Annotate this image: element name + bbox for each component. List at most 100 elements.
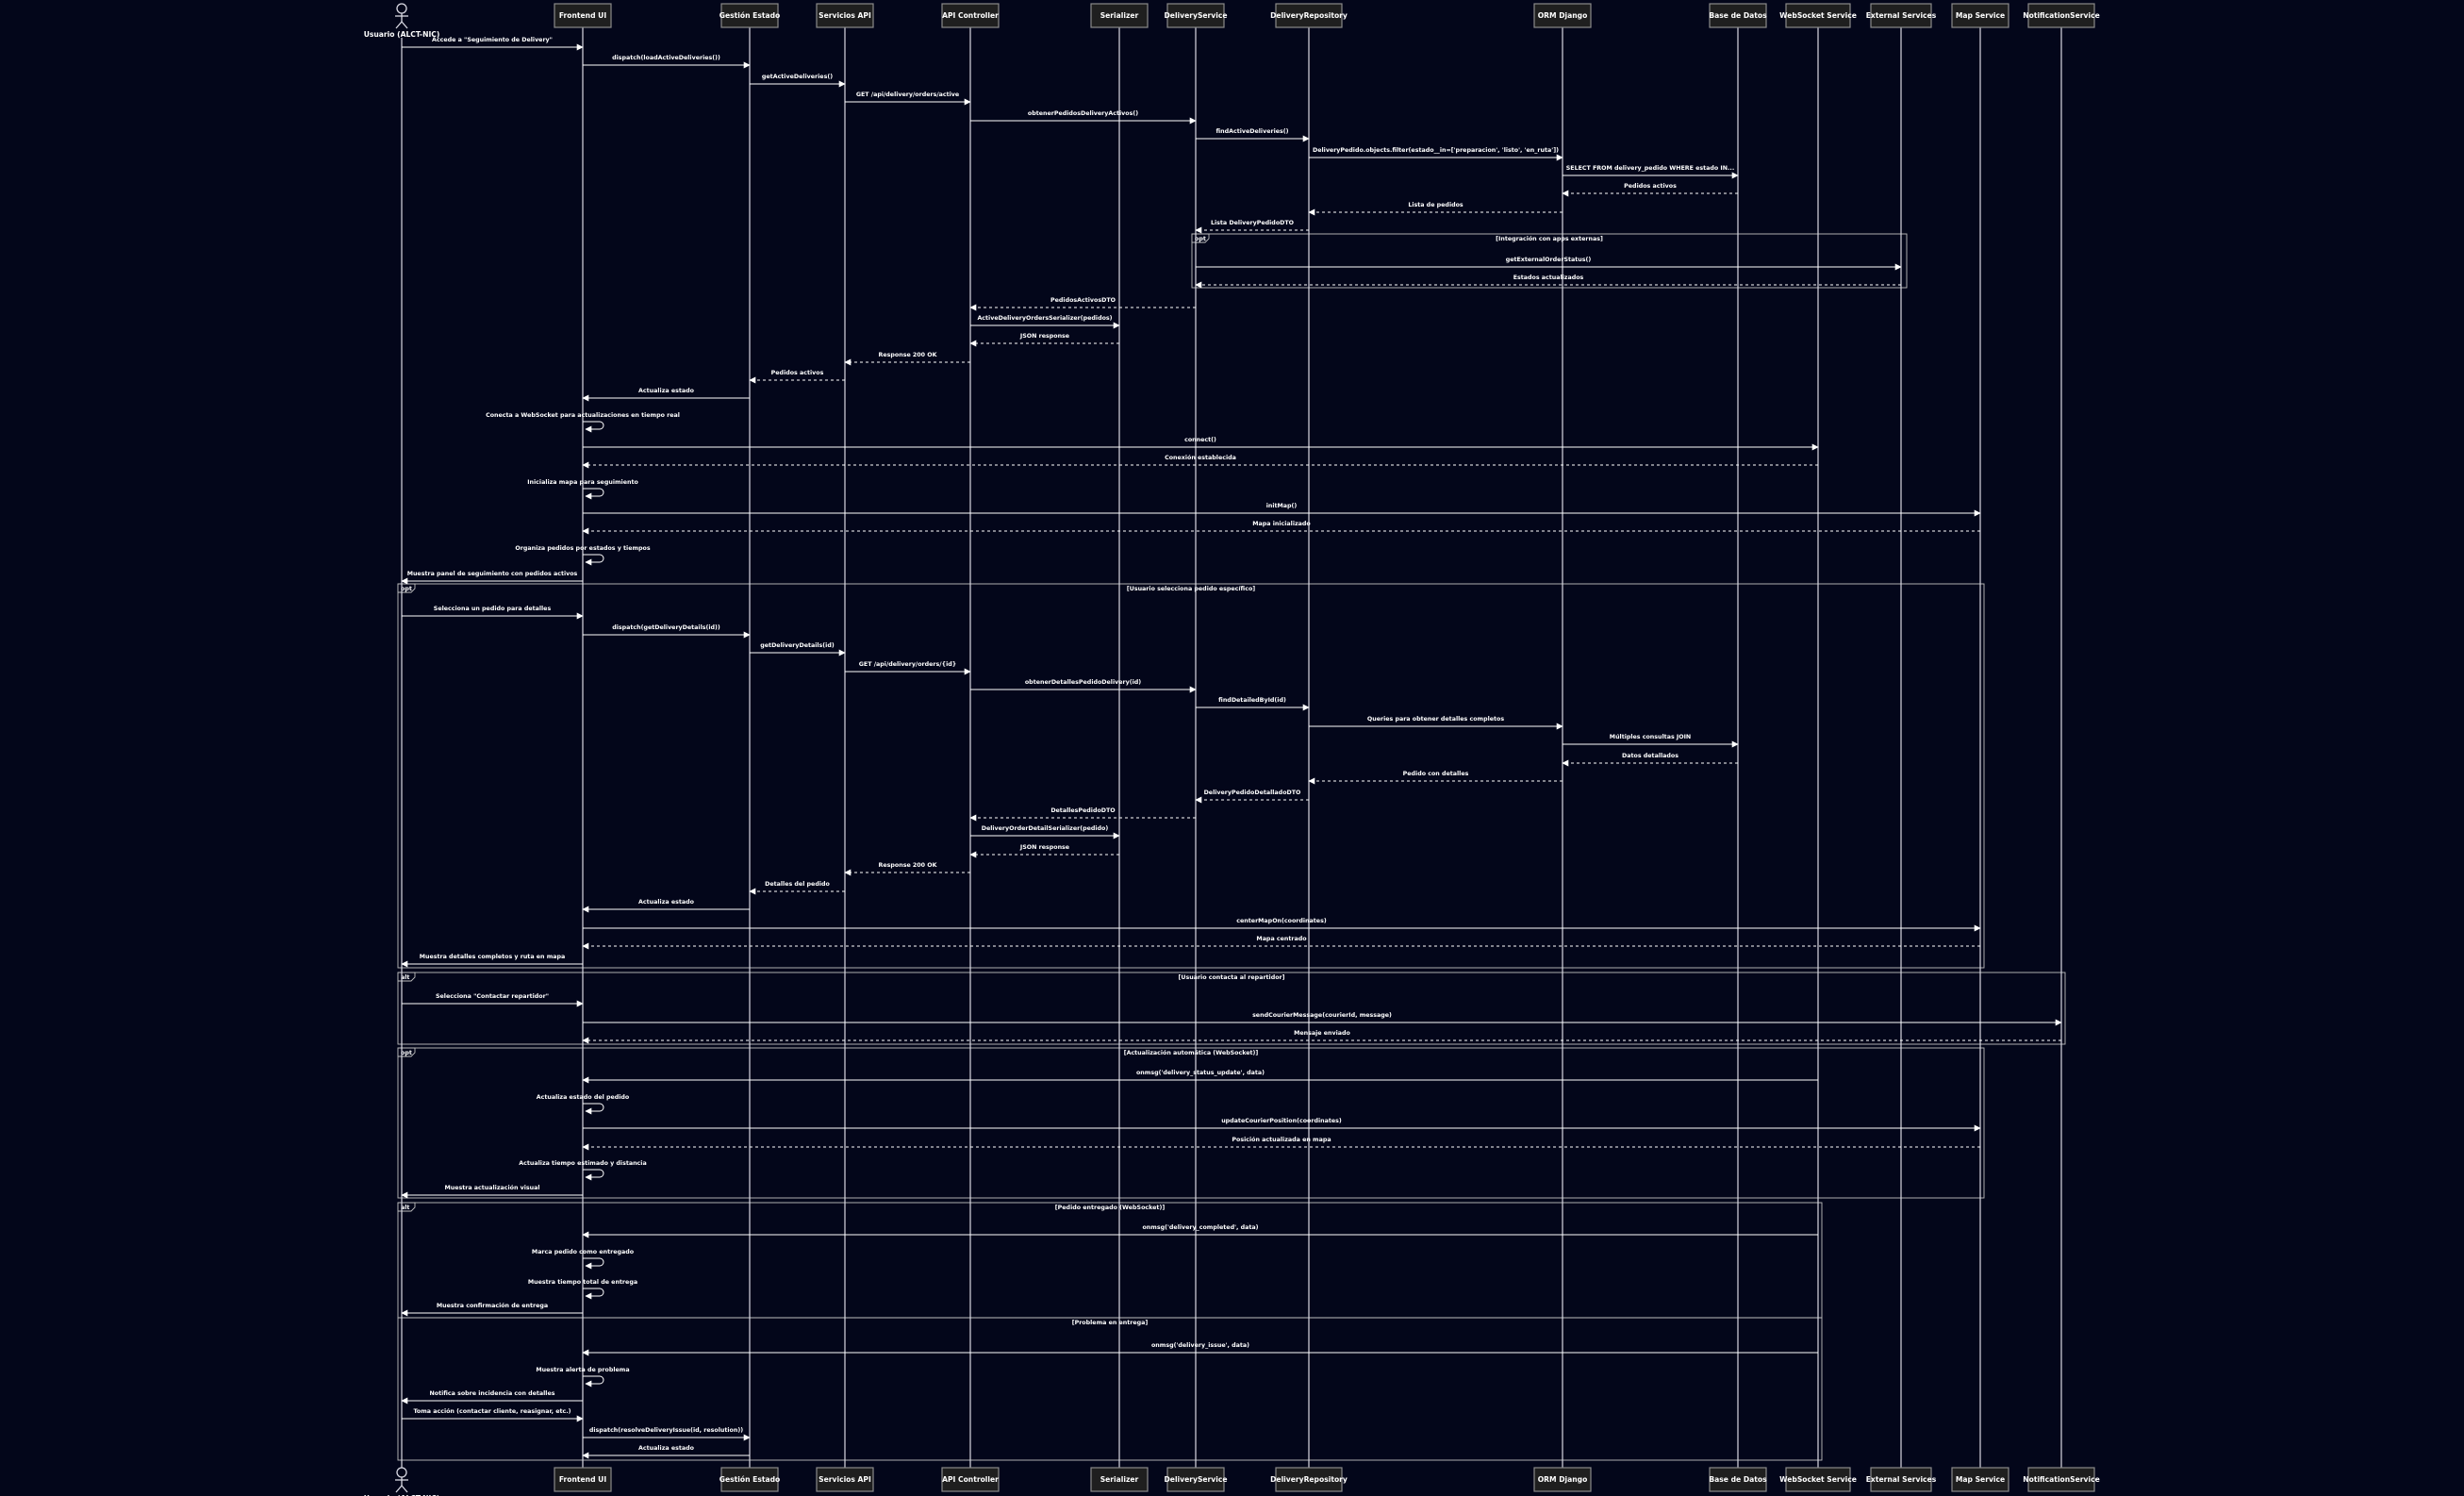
message: onmsg('delivery_issue', data) — [582, 1342, 1818, 1356]
message-label: dispatch(getDeliveryDetails(id)) — [612, 624, 720, 631]
participant-box — [816, 3, 874, 28]
message-label: centerMapOn(coordinates) — [1236, 918, 1327, 924]
fragment-tag-label: alt — [401, 974, 409, 981]
message-label: onmsg('delivery_issue', data) — [1151, 1342, 1249, 1349]
message-label: Detalles del pedido — [765, 881, 830, 888]
participant-label: ORM Django — [1538, 1475, 1588, 1484]
message-label: Selecciona "Contactar repartidor" — [436, 993, 549, 1000]
participant-box — [2027, 1467, 2095, 1492]
participant-box — [941, 1467, 1000, 1492]
message-label: Posición actualizada en mapa — [1232, 1136, 1331, 1143]
message-label: GET /api/delivery/orders/{id} — [859, 661, 956, 668]
participant-ge-bottom: Gestión Estado — [719, 1467, 781, 1492]
message-label: Actualiza tiempo estimado y distancia — [519, 1160, 646, 1167]
message: Pedidos activos — [1562, 183, 1738, 197]
message-label: Conecta a WebSocket para actualizaciones… — [486, 412, 680, 419]
message: Datos detallados — [1562, 753, 1738, 767]
participant-box — [720, 3, 779, 28]
fragment-frame — [397, 1047, 1985, 1199]
message-label: findDetailedById(id) — [1218, 697, 1286, 704]
message: PedidosActivosDTO — [969, 297, 1196, 311]
message: Actualiza tiempo estimado y distancia — [519, 1160, 647, 1181]
message-label: Muestra tiempo total de entrega — [528, 1279, 637, 1286]
message: DeliveryPedido.objects.filter(estado__in… — [1309, 147, 1563, 161]
participant-user-top: Usuario (ALCT-NIC) — [364, 3, 439, 39]
participant-box — [1785, 1467, 1851, 1492]
message: Response 200 OK — [844, 352, 970, 366]
message-label: Inicializa mapa para seguimiento — [527, 479, 638, 486]
participant-orm-bottom: ORM Django — [1533, 1467, 1592, 1492]
participant-label: DeliveryService — [1164, 11, 1227, 20]
message-label: Muestra alerta de problema — [536, 1367, 629, 1373]
message: getExternalOrderStatus() — [1196, 257, 1902, 271]
message-label: obtenerDetallesPedidoDelivery(id) — [1025, 679, 1141, 686]
participant-box — [1870, 1467, 1932, 1492]
message-label: Response 200 OK — [879, 862, 938, 869]
participant-map-top: Map Service — [1951, 3, 2009, 28]
fragment-frame — [1191, 233, 1908, 289]
participant-box — [1951, 1467, 2009, 1492]
fragment-alt: alt [Usuario contacta al repartidor] — [397, 972, 2066, 1045]
participant-box — [1166, 3, 1225, 28]
message: onmsg('delivery_completed', data) — [582, 1224, 1818, 1238]
message: ActiveDeliveryOrdersSerializer(pedidos) — [970, 315, 1120, 329]
participant-label: Gestión Estado — [719, 1475, 781, 1484]
participant-ws-bottom: WebSocket Service — [1779, 1467, 1857, 1492]
message: Lista de pedidos — [1308, 202, 1563, 216]
message: DetallesPedidoDTO — [969, 807, 1196, 822]
participant-box — [720, 1467, 779, 1492]
participant-label: Serializer — [1100, 1475, 1139, 1484]
message: Estados actualizados — [1195, 274, 1901, 289]
message-label: PedidosActivosDTO — [1050, 297, 1116, 304]
message-label: getExternalOrderStatus() — [1506, 257, 1592, 263]
fragment-opt: opt [Usuario selecciona pedido específico… — [397, 583, 1985, 969]
message: Múltiples consultas JOIN — [1563, 733, 1739, 748]
message: getActiveDeliveries() — [750, 74, 846, 88]
message: obtenerPedidosDeliveryActivos() — [970, 110, 1197, 125]
message-label: onmsg('delivery_status_update', data) — [1136, 1070, 1265, 1076]
message: Mapa inicializado — [582, 521, 1980, 535]
message: Actualiza estado — [582, 388, 750, 402]
participant-label: API Controller — [942, 1475, 999, 1484]
participant-box — [1275, 3, 1343, 28]
message-label: sendCourierMessage(courierId, message) — [1252, 1012, 1392, 1019]
message-label: Organiza pedidos por estados y tiempos — [515, 545, 650, 552]
participant-ns-bottom: NotificationService — [2023, 1467, 2100, 1492]
participant-sa-bottom: Servicios API — [816, 1467, 874, 1492]
message-label: Muestra actualización visual — [444, 1184, 539, 1191]
message: Organiza pedidos por estados y tiempos — [515, 545, 651, 566]
message: Pedidos activos — [749, 370, 845, 384]
fragment-alt: alt [Pedido entregado (WebSocket)] — [397, 1202, 1823, 1319]
message-label: Notifica sobre incidencia con detalles — [430, 1390, 555, 1397]
participant-label: Servicios API — [819, 11, 871, 20]
participant-box — [816, 1467, 874, 1492]
participant-dr-top: DeliveryRepository — [1270, 3, 1348, 28]
message: findDetailedById(id) — [1196, 697, 1310, 711]
message-label: findActiveDeliveries() — [1215, 128, 1288, 135]
message: Detalles del pedido — [749, 881, 845, 895]
fragment-frame — [397, 972, 2066, 1045]
message-label: SELECT FROM delivery_pedido WHERE estado… — [1566, 165, 1734, 172]
fragment-tag-label: opt — [401, 1050, 412, 1056]
message: Notifica sobre incidencia con detalles — [401, 1390, 583, 1405]
message-label: Actualiza estado — [638, 899, 695, 906]
message-label: Pedidos activos — [1624, 183, 1677, 190]
message: Queries para obtener detalles completos — [1309, 716, 1563, 730]
participant-label: NotificationService — [2023, 11, 2100, 20]
participant-box — [1709, 3, 1767, 28]
participant-dr-bottom: DeliveryRepository — [1270, 1467, 1348, 1492]
message: Toma acción (contactar cliente, reasigna… — [402, 1407, 584, 1422]
message: Marca pedido como entregado — [532, 1249, 635, 1270]
participant-label: DeliveryRepository — [1270, 11, 1348, 20]
participant-label: DeliveryRepository — [1270, 1475, 1348, 1484]
message-label: Marca pedido como entregado — [532, 1249, 635, 1255]
participant-box — [1090, 3, 1149, 28]
participant-box — [554, 1467, 612, 1492]
participant-ser-top: Serializer — [1090, 3, 1149, 28]
participant-ext-bottom: External Services — [1866, 1467, 1937, 1492]
fragment-frame — [397, 583, 1985, 969]
actor-head-icon — [396, 3, 407, 14]
participant-label: NotificationService — [2023, 1475, 2100, 1484]
fragment-frame — [397, 1317, 1823, 1461]
fragment-title: [Problema en entrega] — [1072, 1320, 1149, 1326]
